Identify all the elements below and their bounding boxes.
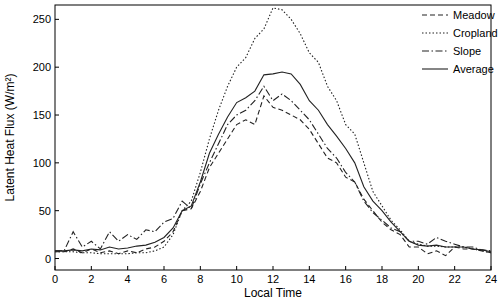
- y-tick-label: 50: [39, 205, 51, 217]
- legend-label: Average: [453, 63, 494, 75]
- x-tick-label: 14: [303, 273, 315, 285]
- y-tick-label: 0: [45, 253, 51, 265]
- y-tick: [55, 210, 59, 211]
- x-tick-label: 20: [412, 273, 424, 285]
- x-tick: [236, 266, 237, 270]
- x-tick-label: 0: [52, 273, 58, 285]
- legend-swatch: [422, 32, 448, 33]
- x-tick: [127, 266, 128, 270]
- x-tick: [418, 266, 419, 270]
- y-tick-label: 250: [33, 13, 51, 25]
- series-group: [55, 8, 491, 256]
- x-tick: [491, 266, 492, 270]
- x-tick: [273, 266, 274, 270]
- x-tick: [454, 266, 455, 270]
- x-tick-label: 18: [376, 273, 388, 285]
- x-tick: [164, 266, 165, 270]
- y-axis-label: Latent Heat Flux (W/m²): [3, 73, 17, 201]
- legend-label: Meadow: [453, 9, 495, 21]
- x-tick-label: 22: [449, 273, 461, 285]
- legend-label: Slope: [453, 45, 481, 57]
- series-line: [55, 72, 491, 252]
- x-tick-label: 12: [267, 273, 279, 285]
- series-line: [55, 86, 491, 251]
- x-tick-label: 24: [485, 273, 497, 285]
- y-tick-label: 100: [33, 157, 51, 169]
- legend-swatch: [422, 50, 448, 51]
- x-tick: [382, 266, 383, 270]
- y-tick: [55, 115, 59, 116]
- x-axis-label: Local Time: [244, 286, 302, 300]
- series-line: [55, 96, 491, 256]
- plot-frame: [55, 5, 491, 270]
- legend-swatch: [422, 68, 448, 69]
- x-tick: [200, 266, 201, 270]
- y-tick-label: 200: [33, 61, 51, 73]
- legend-label: Cropland: [453, 27, 498, 39]
- x-tick-label: 8: [197, 273, 203, 285]
- y-tick: [55, 258, 59, 259]
- x-tick-label: 16: [340, 273, 352, 285]
- x-tick-label: 4: [125, 273, 131, 285]
- y-tick: [55, 19, 59, 20]
- x-tick: [309, 266, 310, 270]
- x-tick-label: 6: [161, 273, 167, 285]
- x-tick: [345, 266, 346, 270]
- x-tick: [55, 266, 56, 270]
- x-tick-label: 10: [231, 273, 243, 285]
- series-line: [55, 8, 491, 254]
- x-tick: [91, 266, 92, 270]
- y-tick-label: 150: [33, 109, 51, 121]
- x-tick-label: 2: [88, 273, 94, 285]
- legend-swatch: [422, 14, 448, 15]
- y-tick: [55, 67, 59, 68]
- chart: 024681012141618202224050100150200250Loca…: [0, 0, 500, 303]
- y-tick: [55, 162, 59, 163]
